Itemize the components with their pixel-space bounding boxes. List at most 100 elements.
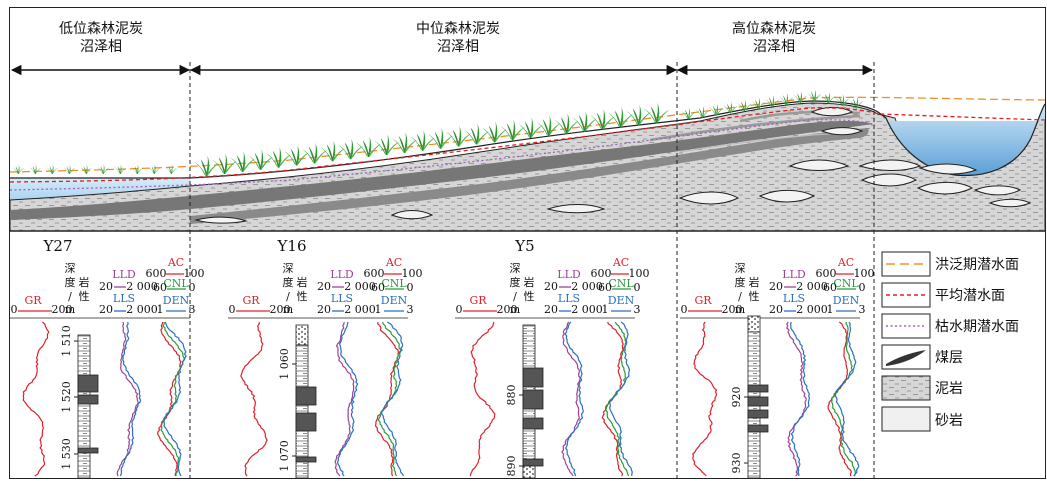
- plant-icon: [500, 119, 525, 141]
- plant-icon: [12, 164, 24, 174]
- den-scale-max: 3: [407, 303, 414, 316]
- plant-icon: [63, 164, 75, 174]
- cnl-curve: [831, 321, 857, 477]
- depth-label: 920: [730, 387, 743, 408]
- lld-curve: [561, 321, 581, 477]
- plant-icon: [148, 164, 160, 174]
- depth-header: 度: [735, 275, 746, 289]
- plant-icon: [46, 164, 58, 174]
- lithology-coal: [77, 394, 99, 405]
- lld-scale-max: 2 000: [344, 280, 376, 293]
- plant-icon: [446, 125, 471, 147]
- gr-label: GR: [694, 294, 712, 307]
- lld-scale-min: 20: [544, 280, 558, 293]
- lls-scale-max: 2 000: [571, 303, 603, 316]
- plant-icon: [338, 138, 363, 160]
- depth-label: 880: [505, 385, 518, 406]
- lls-scale-max: 2 000: [796, 303, 828, 316]
- den-label: DEN: [381, 294, 408, 307]
- lls-curve: [336, 321, 359, 477]
- plant-icon: [572, 110, 597, 132]
- den-curve: [834, 321, 860, 477]
- lls-curve: [564, 321, 584, 477]
- lld-label: LLD: [112, 268, 136, 281]
- lld-curve: [334, 321, 355, 477]
- lithology-mud: [295, 344, 309, 479]
- coal-seam: [190, 128, 869, 224]
- legend: 洪泛期潜水面 平均潜水面 枯水期潜水面 煤层 泥岩 砂岩: [881, 251, 1019, 432]
- gr-curve: [692, 321, 718, 477]
- legend-label: 泥岩: [935, 381, 963, 397]
- depth-unit: m: [735, 303, 746, 316]
- lld-curve: [116, 321, 139, 477]
- legend-label: 枯水期潜水面: [935, 319, 1019, 335]
- ac-scale-max: 100: [402, 267, 423, 280]
- lls-scale-min: 20: [544, 303, 558, 316]
- gr-label: GR: [469, 294, 487, 307]
- zone-subtitle-low: 沼泽相: [80, 39, 122, 55]
- den-curve: [163, 321, 187, 477]
- legend-item-mudstone: 泥岩: [881, 375, 963, 401]
- ac-scale-max: 100: [184, 267, 205, 280]
- depth-header: 深: [283, 262, 294, 275]
- well-name: Y5: [514, 237, 534, 255]
- lith-header: 岩: [524, 275, 535, 289]
- lld-scale-min: 20: [769, 280, 783, 293]
- plant-icon: [626, 104, 651, 126]
- plant-icon: [165, 164, 177, 174]
- plant-icon: [212, 153, 237, 174]
- depth-header: /: [513, 290, 517, 303]
- lls-scale-min: 20: [769, 303, 783, 316]
- ac-label: AC: [612, 256, 629, 269]
- gr-scale-max: 200: [270, 303, 291, 316]
- lithology-coal: [522, 367, 544, 388]
- gr-scale-min: 0: [681, 303, 688, 316]
- plant-icon: [428, 127, 453, 149]
- depth-header: 度: [65, 275, 76, 289]
- ac-scale-min: 600: [591, 267, 612, 280]
- lld-label: LLD: [330, 268, 354, 281]
- cnl-scale-max: 0: [634, 281, 641, 294]
- plant-icon: [737, 99, 752, 112]
- cnl-scale-min: 60: [371, 281, 385, 294]
- lithology-coal: [747, 396, 769, 407]
- lithology-coal: [77, 447, 99, 454]
- lld-scale-max: 2 000: [796, 280, 828, 293]
- plant-icon: [230, 151, 255, 172]
- zone-annotations: 低位森林泥炭 沼泽相 中位森林泥炭 沼泽相 高位森林泥炭 沼泽相: [10, 20, 874, 76]
- den-scale-max: 3: [634, 303, 641, 316]
- gr-scale-min: 0: [11, 303, 18, 316]
- plant-icon: [284, 144, 309, 166]
- zone-title-low: 低位森林泥炭: [59, 21, 143, 37]
- lithology-sand: [522, 465, 536, 479]
- lith-header: 性: [297, 289, 308, 303]
- plant-icon: [266, 146, 291, 168]
- ac-curve: [374, 321, 400, 477]
- gr-label: GR: [24, 294, 42, 307]
- plant-icon: [482, 121, 507, 143]
- cnl-scale-min: 60: [823, 281, 837, 294]
- gr-scale-min: 0: [456, 303, 463, 316]
- lake: [886, 104, 1045, 176]
- coal-seam: [10, 121, 873, 220]
- den-curve: [381, 321, 405, 477]
- lld-scale-max: 2 000: [571, 280, 603, 293]
- lithology-coal: [295, 456, 317, 463]
- plant-icon: [608, 106, 633, 128]
- den-curve: [608, 321, 633, 476]
- lls-scale-max: 2 000: [344, 303, 376, 316]
- sandstone-pattern-icon: [881, 406, 931, 432]
- depth-header: /: [738, 290, 742, 303]
- gr-curve: [22, 321, 50, 477]
- cnl-scale-max: 0: [407, 281, 414, 294]
- lls-scale-max: 2 000: [126, 303, 158, 316]
- coal-lens-icon: [886, 350, 926, 366]
- lithology-coal: [522, 389, 544, 410]
- depth-label: 930: [730, 453, 743, 474]
- gr-scale-max: 200: [497, 303, 518, 316]
- ac-label: AC: [837, 256, 854, 269]
- plant-icon: [518, 117, 543, 138]
- ac-scale-max: 100: [854, 267, 875, 280]
